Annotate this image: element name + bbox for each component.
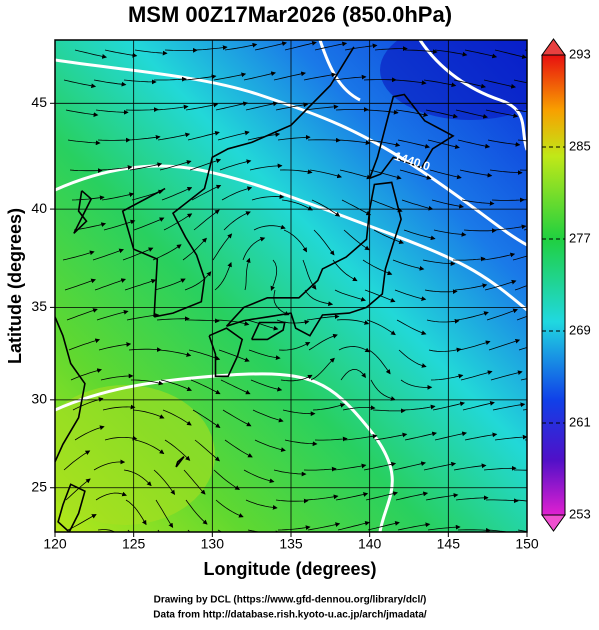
x-tick-label: 135	[279, 536, 303, 552]
colorbar-tick-label: 293	[569, 46, 591, 61]
colorbar-max	[542, 39, 565, 55]
y-tick-label: 45	[31, 94, 47, 110]
x-tick-label: 150	[515, 536, 539, 552]
x-tick-label: 145	[437, 536, 461, 552]
credit: Data from http://database.rish.kyoto-u.a…	[153, 610, 427, 621]
colorbar-min	[542, 515, 565, 531]
colorbar-tick-label: 261	[569, 414, 591, 429]
x-tick-label: 140	[358, 536, 382, 552]
cold-area	[380, 20, 560, 120]
colorbar-tick-label: 277	[569, 230, 591, 245]
x-axis-label: Longitude (degrees)	[203, 559, 376, 579]
colorbar-tick-label: 269	[569, 322, 591, 337]
y-tick-label: 25	[31, 478, 47, 494]
y-tick-label: 35	[31, 298, 47, 314]
x-tick-label: 130	[201, 536, 225, 552]
streamline	[158, 530, 178, 555]
x-tick-label: 120	[43, 536, 67, 552]
y-axis-label: Latitude (degrees)	[5, 208, 25, 364]
colorbar-body	[542, 55, 565, 515]
credit: Drawing by DCL (https://www.gfd-dennou.o…	[154, 595, 427, 606]
colorbar: 253 261 269 277 285 293	[542, 39, 591, 531]
title: MSM 00Z17Mar2026 (850.0hPa)	[128, 2, 452, 27]
y-tick-label: 40	[31, 200, 47, 216]
colorbar-tick-label: 285	[569, 138, 591, 153]
y-tick-label: 30	[31, 391, 47, 407]
x-tick-label: 125	[122, 536, 146, 552]
colorbar-tick-label: 253	[569, 506, 591, 521]
